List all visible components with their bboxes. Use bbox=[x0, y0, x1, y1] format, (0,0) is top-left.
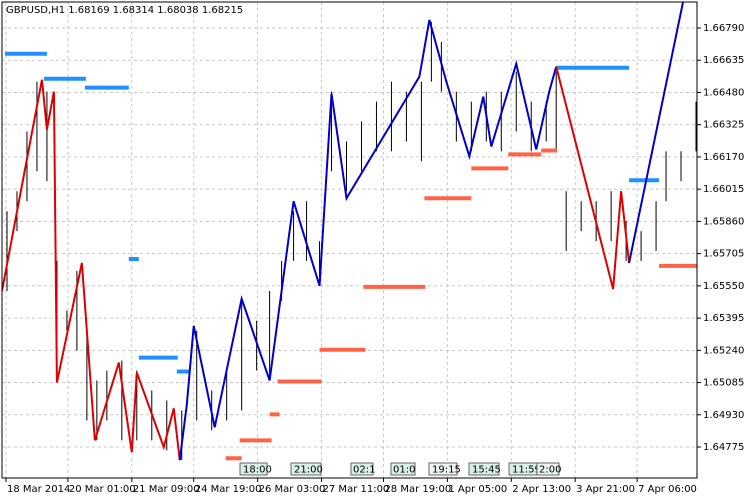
y-tick-label: 1.66325 bbox=[703, 120, 744, 131]
y-tick-label: 1.65085 bbox=[703, 378, 744, 389]
chart-title: GBPUSD,H1 1.68169 1.68314 1.68038 1.6821… bbox=[6, 5, 243, 16]
y-tick-label: 1.65860 bbox=[703, 216, 744, 227]
annotation: 15:45 bbox=[472, 465, 501, 476]
y-tick-label: 1.66015 bbox=[703, 184, 744, 195]
grid bbox=[2, 2, 697, 478]
x-tick-label: 18 Mar 2014 bbox=[7, 484, 70, 495]
annotation: 21:00 bbox=[294, 465, 323, 476]
label-box bbox=[468, 462, 500, 476]
label-box bbox=[390, 462, 416, 476]
plot-area bbox=[2, 2, 697, 461]
y-tick-label: 1.64930 bbox=[703, 410, 744, 421]
x-tick-label: 7 Apr 06:00 bbox=[638, 484, 697, 495]
y-tick-label: 1.65240 bbox=[703, 345, 744, 356]
annotation: 01:0 bbox=[393, 465, 415, 476]
label-box bbox=[350, 462, 374, 476]
x-tick-label: 3 Apr 21:00 bbox=[576, 484, 635, 495]
x-tick-label: 1 Apr 05:00 bbox=[448, 484, 507, 495]
y-tick-label: 1.65705 bbox=[703, 249, 744, 260]
annotation: 11:59 bbox=[512, 465, 541, 476]
label-box bbox=[536, 462, 560, 476]
label-box bbox=[428, 462, 458, 476]
x-tick-label: 21 Mar 09:00 bbox=[133, 484, 200, 495]
zigzag-line bbox=[2, 79, 181, 461]
annotation: 19:15 bbox=[432, 465, 461, 476]
x-tick-label: 27 Mar 11:00 bbox=[323, 484, 390, 495]
annotation: 02:1 bbox=[353, 465, 375, 476]
x-tick-label: 28 Mar 19:00 bbox=[384, 484, 451, 495]
y-tick-label: 1.66790 bbox=[703, 23, 744, 34]
x-tick-label: 24 Mar 19:00 bbox=[195, 484, 262, 495]
zigzag-line bbox=[555, 66, 631, 290]
time-labels: 18:00 21:00 02:1 01:0 19:15 15:45 11:59 … bbox=[239, 462, 561, 476]
y-tick-label: 1.64775 bbox=[703, 442, 744, 453]
y-tick-label: 1.65395 bbox=[703, 313, 744, 324]
annotation: 18:00 bbox=[243, 465, 272, 476]
y-tick-label: 1.66170 bbox=[703, 152, 744, 163]
y-tick-label: 1.66635 bbox=[703, 55, 744, 66]
y-tick-label: 1.65550 bbox=[703, 281, 744, 292]
x-tick-label: 20 Mar 01:00 bbox=[69, 484, 136, 495]
x-tick-label: 26 Mar 03:00 bbox=[259, 484, 326, 495]
plot-frame bbox=[1, 1, 698, 479]
label-box bbox=[239, 462, 268, 476]
annotation: 2:00 bbox=[539, 465, 561, 476]
zigzag-line bbox=[628, 2, 684, 264]
y-tick-label: 1.66480 bbox=[703, 87, 744, 98]
zigzag-line bbox=[178, 19, 558, 461]
x-tick-label: 2 Apr 13:00 bbox=[512, 484, 571, 495]
label-box bbox=[290, 462, 322, 476]
